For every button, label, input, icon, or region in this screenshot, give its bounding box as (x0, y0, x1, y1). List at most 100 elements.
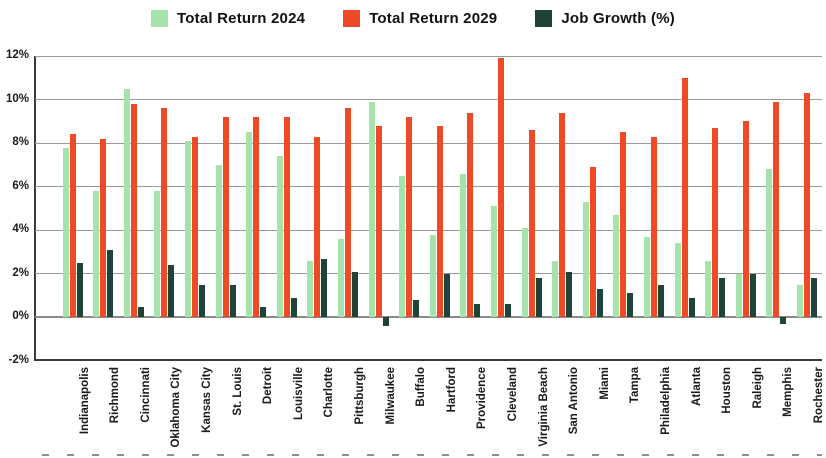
legend-label: Total Return 2024 (177, 10, 306, 27)
bar-total-return-2029-detroit (253, 117, 260, 318)
x-label-san-antonio: San Antonio (568, 367, 581, 435)
y-tick-label: -2% (8, 354, 29, 366)
bar-total-return-2029-atlanta (681, 77, 688, 318)
legend-swatch-icon (535, 10, 553, 27)
x-label-st-louis: St. Louis (231, 367, 244, 416)
bar-total-return-2029-virginia-beach (528, 130, 535, 318)
bar-job-growth-oklahoma-city (168, 265, 175, 318)
bar-total-return-2024-providence (460, 173, 467, 318)
y-axis-line (34, 56, 36, 361)
x-label-kansas-city: Kansas City (200, 367, 213, 433)
bar-total-return-2029-indianapolis (69, 134, 76, 318)
gridline-0% (35, 316, 822, 319)
x-label-philadelphia: Philadelphia (659, 367, 672, 435)
bar-total-return-2024-oklahoma-city (154, 191, 161, 318)
x-label-detroit: Detroit (262, 367, 275, 405)
bar-total-return-2024-philadelphia (643, 236, 650, 318)
x-label-miami: Miami (598, 367, 611, 400)
x-label-cleveland: Cleveland (506, 367, 519, 422)
x-label-charlotte: Charlotte (323, 367, 336, 418)
bar-job-growth-charlotte (321, 258, 328, 318)
bar-total-return-2029-houston (712, 127, 719, 318)
bar-total-return-2024-miami (582, 201, 589, 318)
y-tick-label: 12% (5, 49, 29, 61)
x-label-atlanta: Atlanta (690, 367, 703, 406)
bar-total-return-2029-miami (589, 167, 596, 318)
bar-total-return-2024-milwaukee (368, 101, 375, 318)
bar-job-growth-indianapolis (76, 262, 83, 318)
y-tick-label: 2% (12, 266, 29, 279)
bar-job-growth-miami (596, 289, 603, 318)
bar-total-return-2029-louisville (283, 117, 290, 318)
y-tick-label: 8% (12, 136, 29, 149)
y-tick-label: 6% (12, 179, 29, 192)
x-label-indianapolis: Indianapolis (78, 367, 91, 435)
bar-total-return-2029-hartford (436, 125, 443, 318)
legend: Total Return 2024 Total Return 2029 Job Gr… (0, 10, 826, 27)
bar-job-growth-louisville (290, 297, 297, 318)
bar-total-return-2024-pittsburgh (337, 239, 344, 318)
bar-job-growth-san-antonio (566, 271, 573, 318)
bar-total-return-2024-detroit (246, 132, 253, 318)
bar-job-growth-cincinnati (137, 306, 144, 318)
bar-job-growth-virginia-beach (535, 278, 542, 318)
bar-total-return-2024-san-antonio (552, 260, 559, 318)
x-label-tampa: Tampa (629, 367, 642, 404)
bar-job-growth-atlanta (688, 297, 695, 318)
bar-total-return-2024-tampa (613, 215, 620, 318)
bar-total-return-2029-pittsburgh (344, 108, 351, 318)
bar-total-return-2029-kansas-city (191, 136, 198, 318)
bar-total-return-2024-buffalo (399, 175, 406, 318)
bar-job-growth-houston (719, 278, 726, 318)
bar-total-return-2029-rochester (803, 93, 810, 318)
x-label-cincinnati: Cincinnati (139, 367, 152, 423)
bar-total-return-2029-cleveland (497, 58, 504, 318)
x-label-houston: Houston (721, 367, 734, 414)
bar-total-return-2024-cincinnati (123, 88, 130, 318)
bar-total-return-2024-richmond (93, 191, 100, 318)
legend-item-total-return-2024: Total Return 2024 (151, 10, 305, 27)
y-tick-label: 10% (5, 92, 29, 105)
gridline-4% (35, 229, 822, 231)
x-label-virginia-beach: Virginia Beach (537, 367, 550, 447)
x-label-rochester: Rochester (812, 367, 825, 424)
bar-job-growth-memphis (780, 317, 787, 324)
legend-item-job-growth: Job Growth (%) (535, 10, 675, 27)
gridline-10% (35, 99, 822, 101)
bar-total-return-2029-philadelphia (650, 136, 657, 318)
bar-total-return-2024-houston (705, 260, 712, 318)
bar-job-growth-buffalo (413, 300, 420, 318)
bar-total-return-2024-hartford (429, 234, 436, 318)
y-tick-label: 4% (12, 223, 29, 236)
x-axis-line (34, 359, 822, 361)
legend-item-total-return-2029: Total Return 2029 (343, 10, 497, 27)
y-tick-label: 0% (12, 310, 29, 323)
bar-job-growth-milwaukee (382, 317, 389, 327)
bar-total-return-2029-memphis (773, 101, 780, 318)
x-label-milwaukee: Milwaukee (384, 367, 397, 425)
bar-total-return-2029-richmond (100, 138, 107, 318)
bar-total-return-2029-charlotte (314, 136, 321, 318)
bar-job-growth-hartford (443, 273, 450, 318)
gridline-6% (35, 186, 822, 188)
legend-label: Total Return 2029 (369, 10, 498, 27)
bar-job-growth-richmond (107, 249, 114, 318)
bar-total-return-2024-virginia-beach (521, 228, 528, 318)
bar-total-return-2029-buffalo (406, 117, 413, 318)
x-label-louisville: Louisville (292, 367, 305, 421)
gridline-2% (35, 273, 822, 275)
bar-job-growth-providence (474, 304, 481, 318)
bar-total-return-2029-san-antonio (559, 112, 566, 318)
bar-total-return-2024-charlotte (307, 260, 314, 318)
legend-swatch-icon (343, 10, 361, 27)
bar-total-return-2024-st-louis (215, 164, 222, 318)
bar-job-growth-cleveland (504, 304, 511, 318)
bar-job-growth-tampa (627, 293, 634, 318)
x-label-providence: Providence (476, 367, 489, 429)
bar-job-growth-rochester (810, 278, 817, 318)
bar-job-growth-pittsburgh (351, 271, 358, 318)
legend-label: Job Growth (%) (561, 10, 675, 27)
x-label-hartford: Hartford (445, 367, 458, 413)
bar-total-return-2024-louisville (276, 156, 283, 318)
x-label-richmond: Richmond (109, 367, 122, 424)
